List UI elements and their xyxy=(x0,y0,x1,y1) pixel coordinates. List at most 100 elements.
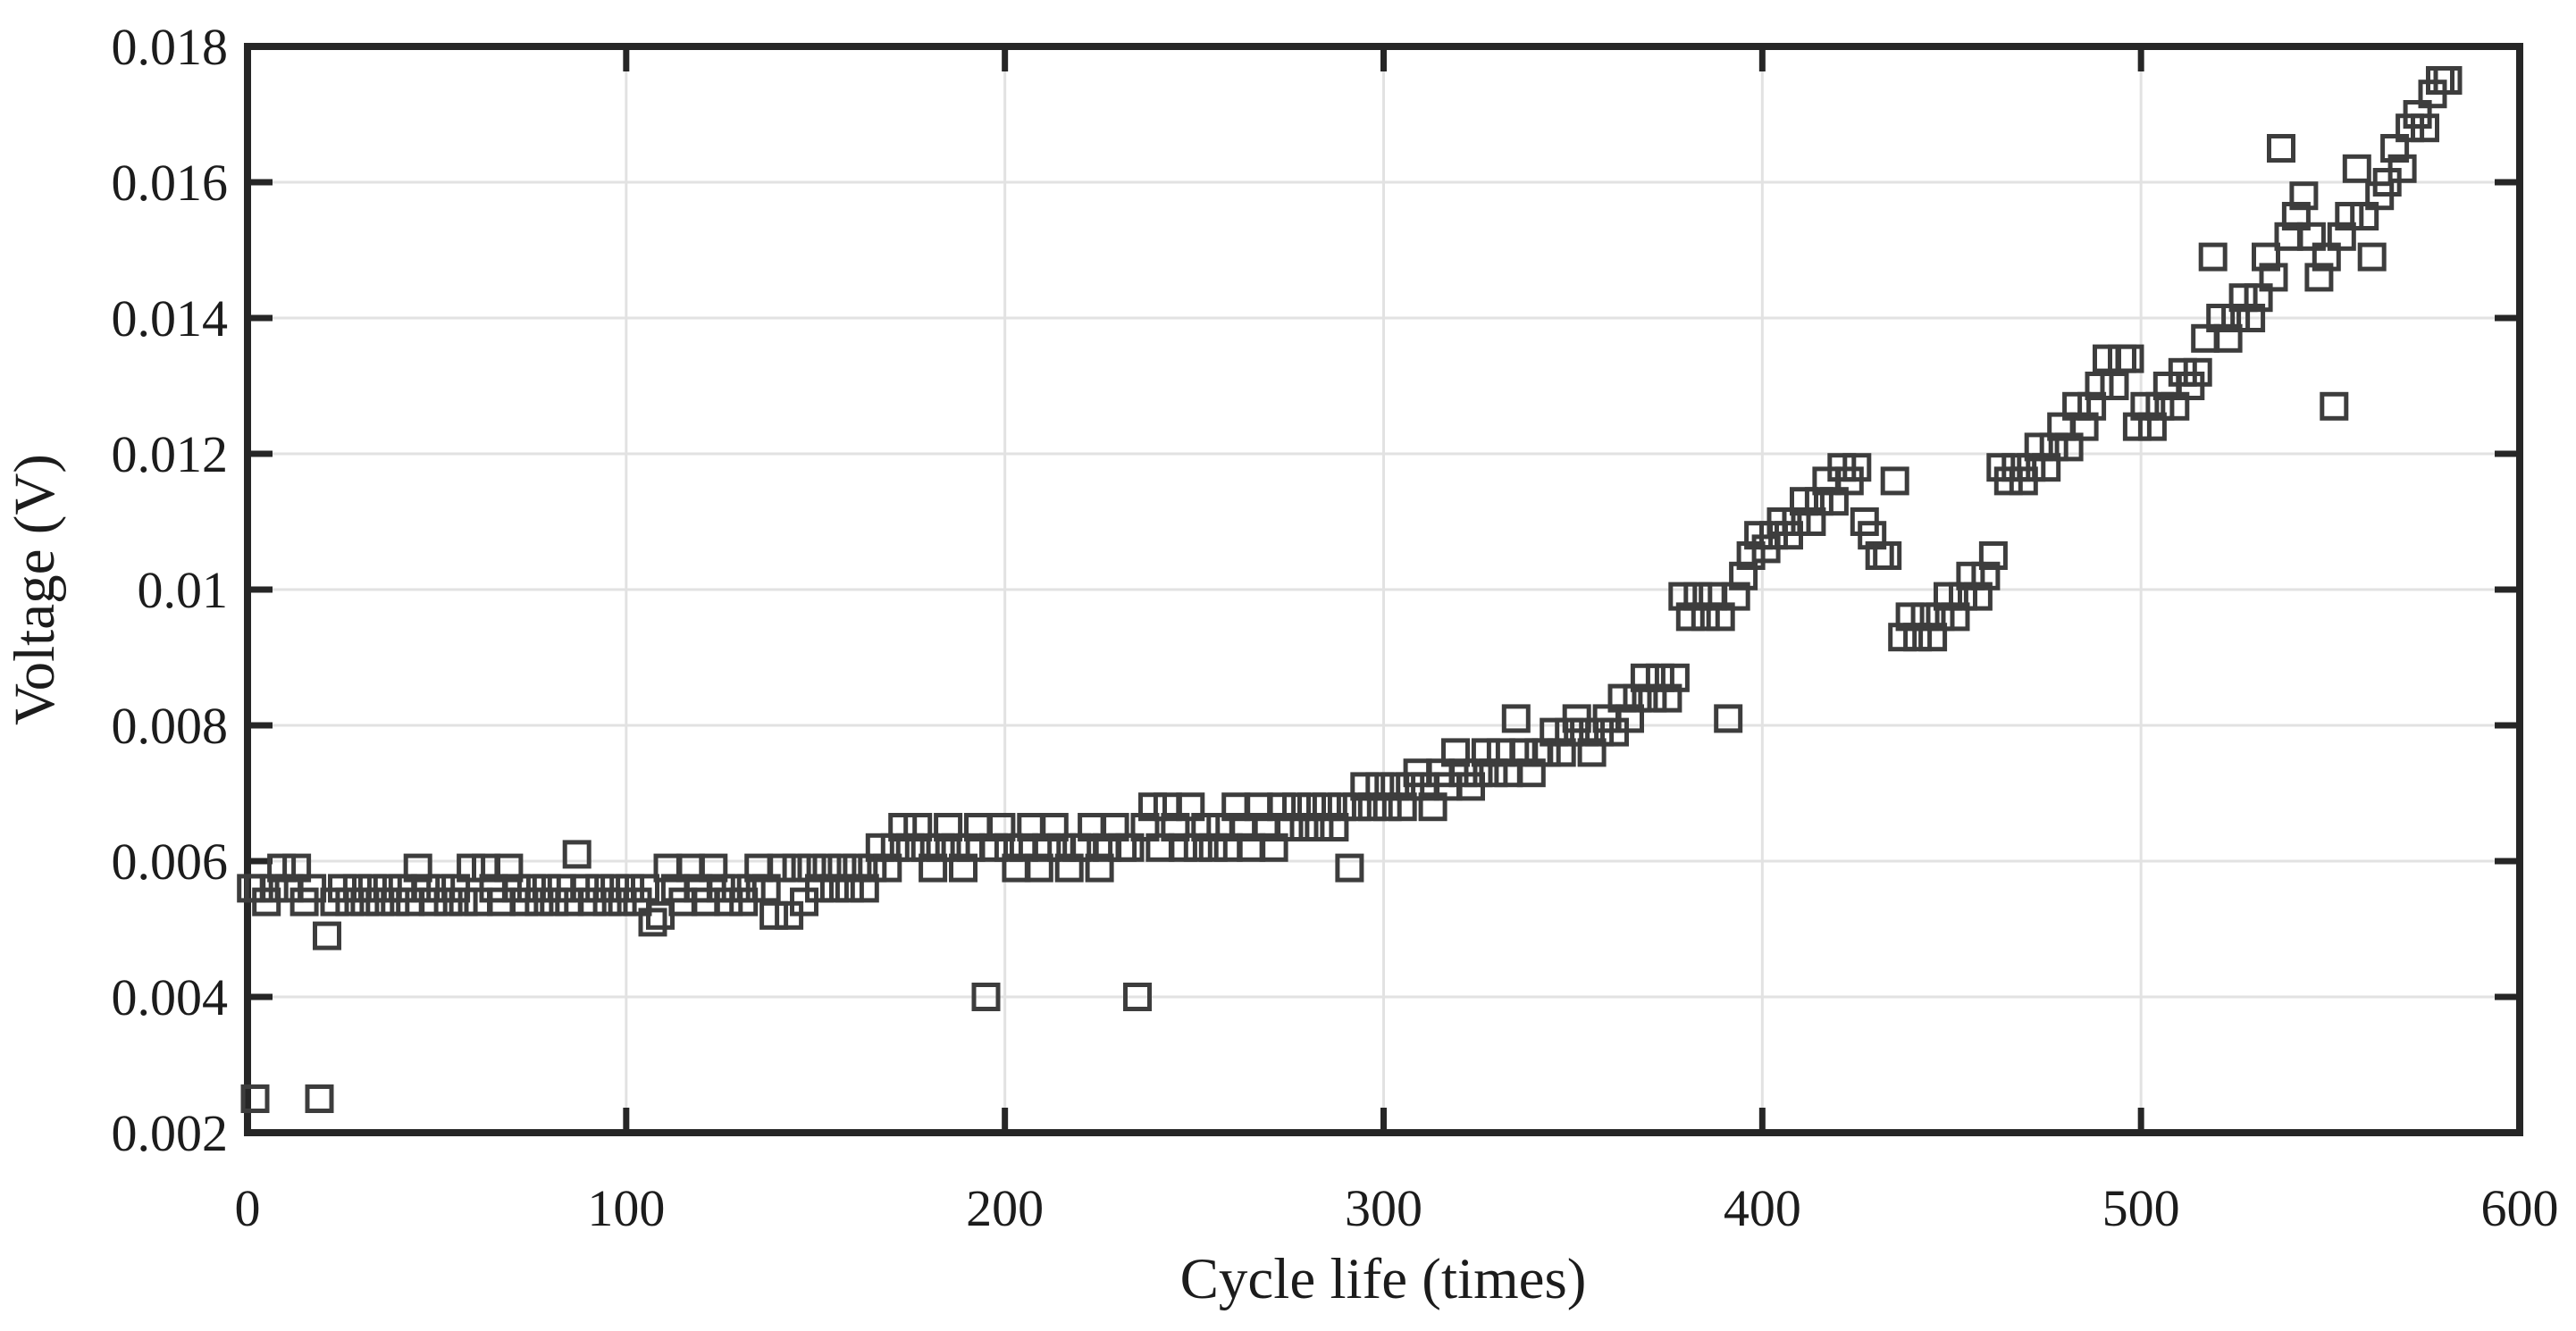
data-point-marker xyxy=(1934,582,1962,611)
data-point-marker xyxy=(1888,623,1917,652)
data-point-marker xyxy=(1350,772,1380,801)
data-point-marker xyxy=(971,983,1001,1011)
data-point-marker xyxy=(2085,372,2114,400)
tick-label-layer: 0 100 200 300 400 500 600 0.002 0.004 0.006 0.008 0… xyxy=(112,18,2559,1237)
data-point-marker xyxy=(1024,853,1053,883)
y-tick-label: 0.014 xyxy=(112,289,229,347)
data-point-marker xyxy=(2327,222,2356,251)
data-point-marker xyxy=(1653,683,1682,713)
data-point-marker xyxy=(782,853,811,883)
data-point-marker xyxy=(494,853,524,883)
data-point-marker xyxy=(1790,487,1818,516)
data-point-marker xyxy=(1312,792,1341,822)
data-point-marker xyxy=(1282,792,1311,822)
data-point-marker xyxy=(2183,357,2212,387)
data-point-marker xyxy=(1918,623,1948,652)
data-point-marker xyxy=(1858,521,1887,550)
data-point-marker xyxy=(1683,582,1713,611)
y-tick-label: 0.018 xyxy=(112,18,229,76)
data-point-marker xyxy=(2244,283,2273,313)
data-point-marker xyxy=(1365,772,1395,801)
data-point-marker xyxy=(888,813,918,841)
data-point-marker xyxy=(259,874,289,903)
data-point-marker xyxy=(2335,202,2364,230)
x-tick-label: 100 xyxy=(587,1179,665,1237)
data-point-marker xyxy=(1842,453,1872,482)
data-point-marker xyxy=(2093,344,2121,373)
data-point-marker xyxy=(1880,466,1909,496)
data-point-marker xyxy=(994,833,1023,862)
data-point-marker xyxy=(2267,134,2295,163)
data-point-marker xyxy=(1464,758,1493,788)
data-point-marker xyxy=(1327,792,1356,822)
data-point-marker xyxy=(1615,704,1644,733)
data-point-marker xyxy=(1115,833,1145,862)
data-point-marker xyxy=(1039,813,1069,841)
data-point-marker xyxy=(1638,683,1667,713)
data-point-marker xyxy=(1320,813,1349,841)
data-point-marker xyxy=(910,833,940,862)
data-point-marker xyxy=(2130,391,2160,421)
data-point-marker xyxy=(2115,344,2144,373)
data-point-marker xyxy=(1297,792,1326,822)
data-point-marker xyxy=(2145,391,2175,421)
data-point-marker xyxy=(1305,813,1334,841)
data-point-marker xyxy=(2320,391,2349,421)
data-point-marker xyxy=(2062,391,2092,421)
data-point-marker xyxy=(895,833,925,862)
y-axis-title: Voltage (V) xyxy=(3,454,67,725)
data-point-marker xyxy=(2281,202,2311,230)
data-point-marker xyxy=(2259,263,2288,292)
data-point-marker xyxy=(1941,602,1970,632)
x-tick-label: 200 xyxy=(966,1179,1044,1237)
data-point-marker xyxy=(1335,853,1364,883)
data-point-marker xyxy=(267,853,297,883)
data-point-marker xyxy=(1274,813,1304,841)
data-point-marker xyxy=(865,833,894,862)
data-point-marker xyxy=(2289,181,2319,211)
y-tick-label: 0.01 xyxy=(138,561,229,619)
data-point-marker xyxy=(1963,582,1993,611)
data-point-marker xyxy=(1501,704,1531,733)
data-point-marker xyxy=(562,840,592,869)
data-point-marker xyxy=(699,853,728,883)
data-point-marker xyxy=(1926,602,1955,632)
data-point-marker xyxy=(240,1084,270,1113)
data-point-marker xyxy=(1660,663,1690,692)
x-tick-label: 400 xyxy=(1724,1179,1801,1237)
data-point-layer xyxy=(237,66,2463,1113)
data-point-marker xyxy=(1516,758,1546,788)
data-point-marker xyxy=(797,853,827,883)
data-point-marker xyxy=(2039,432,2068,462)
data-point-marker xyxy=(858,853,887,883)
data-point-marker xyxy=(1873,541,1902,570)
data-point-marker xyxy=(1706,602,1735,632)
data-point-marker xyxy=(1721,582,1750,611)
data-point-marker xyxy=(1630,663,1659,692)
data-point-marker xyxy=(2228,283,2258,313)
data-point-marker xyxy=(835,874,864,903)
data-point-marker xyxy=(934,813,963,841)
data-point-marker xyxy=(1675,602,1705,632)
data-point-marker xyxy=(305,1084,334,1113)
data-point-marker xyxy=(1342,792,1372,822)
data-point-marker xyxy=(2100,372,2129,400)
data-point-marker xyxy=(873,853,902,883)
data-point-marker xyxy=(812,853,842,883)
data-point-marker xyxy=(986,813,1016,841)
data-point-marker xyxy=(1668,582,1698,611)
data-point-marker xyxy=(2032,453,2061,482)
data-point-marker xyxy=(2221,304,2251,332)
data-point-marker xyxy=(1479,758,1508,788)
data-point-marker xyxy=(1259,833,1288,862)
data-point-marker xyxy=(1971,561,2001,590)
gridline-layer xyxy=(248,46,2520,1133)
y-tick-label: 0.006 xyxy=(112,833,229,891)
data-point-marker xyxy=(1032,833,1061,862)
data-point-marker xyxy=(767,853,796,883)
data-point-marker xyxy=(2236,304,2266,332)
data-point-marker xyxy=(979,833,1008,862)
data-point-marker xyxy=(2350,202,2379,230)
data-point-marker xyxy=(1471,738,1500,767)
